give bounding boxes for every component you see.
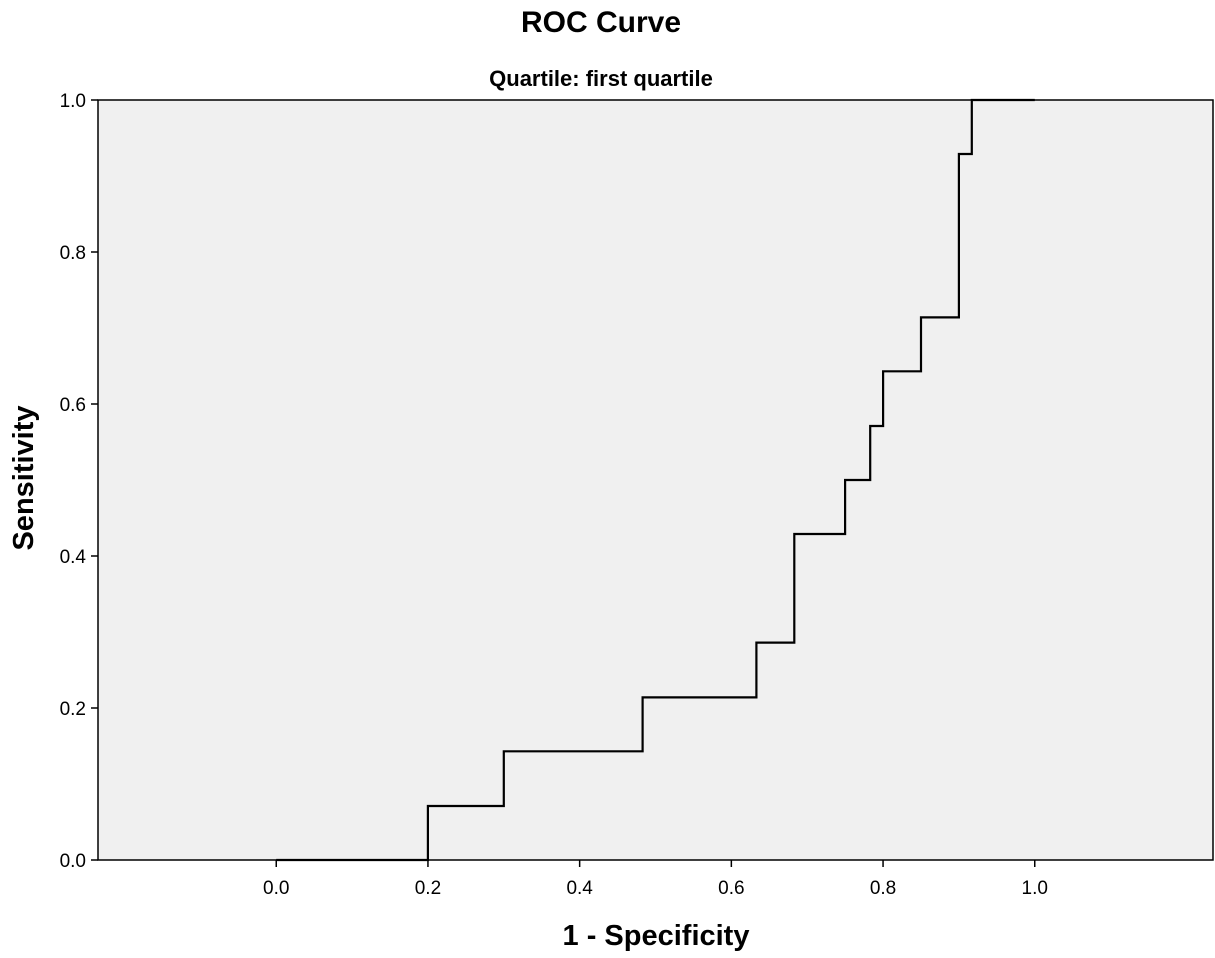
x-axis-ticks: 0.0 0.2 0.4 0.6 0.8 1.0 xyxy=(263,860,1048,899)
y-tick-label: 0.4 xyxy=(60,547,87,568)
y-axis-title: Sensitivity xyxy=(8,405,40,550)
plot-area xyxy=(97,99,1214,861)
x-tick-label: 0.8 xyxy=(870,878,896,899)
y-tick-label: 0.6 xyxy=(60,395,86,416)
x-tick-label: 0.0 xyxy=(263,878,289,899)
x-tick-label: 0.2 xyxy=(415,878,441,899)
y-tick-label: 1.0 xyxy=(60,91,86,112)
chart-title: ROC Curve xyxy=(521,6,681,39)
x-tick-label: 0.6 xyxy=(718,878,744,899)
x-tick-label: 0.4 xyxy=(566,878,593,899)
x-axis-title: 1 - Specificity xyxy=(563,920,750,952)
y-tick-label: 0.0 xyxy=(60,851,86,872)
x-tick-label: 1.0 xyxy=(1022,878,1048,899)
y-tick-label: 0.2 xyxy=(60,699,86,720)
chart-subtitle: Quartile: first quartile xyxy=(489,66,713,91)
y-axis-ticks: 0.0 0.2 0.4 0.6 0.8 1.0 xyxy=(60,91,98,872)
y-tick-label: 0.8 xyxy=(60,243,86,264)
roc-series-line xyxy=(276,98,1035,862)
